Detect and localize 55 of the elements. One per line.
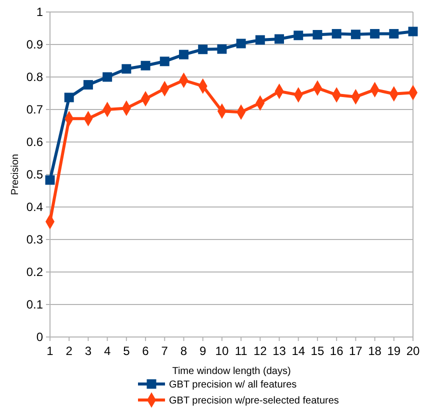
x-tick-label: 11 [234, 344, 248, 358]
x-tick-label: 15 [310, 344, 324, 358]
x-tick-label: 18 [368, 344, 382, 358]
point [312, 30, 322, 40]
y-tick-label: 0.3 [26, 232, 44, 247]
y-tick-label: 0.7 [26, 102, 44, 117]
x-tick-label: 20 [406, 344, 420, 358]
x-tick-label: 2 [66, 344, 73, 358]
legend-label: GBT precision w/pre-selected features [169, 396, 339, 406]
point [45, 175, 55, 185]
point [160, 56, 170, 66]
point [370, 29, 380, 39]
x-tick-label: 10 [215, 344, 229, 358]
y-tick-label: 0.5 [26, 168, 44, 182]
point [350, 30, 360, 40]
point [294, 30, 304, 40]
point [217, 44, 227, 54]
y-tick-label: 1 [36, 5, 44, 20]
x-tick-label: 12 [253, 344, 268, 358]
x-tick-label: 5 [123, 344, 130, 358]
y-tick-label: 0 [36, 330, 44, 344]
y-tick-label: 0.4 [26, 200, 44, 214]
x-tick-label: 7 [161, 344, 168, 358]
y-tick-label: 0.9 [26, 38, 44, 52]
x-axis-title: Time window length (days) [172, 366, 291, 377]
point [332, 29, 342, 39]
x-tick-label: 3 [84, 344, 92, 358]
y-axis-title: Precision [10, 154, 21, 196]
point [236, 38, 246, 48]
x-tick-label: 17 [349, 344, 363, 358]
y-tick-label: 0.6 [26, 135, 44, 150]
x-tick-label: 13 [272, 344, 286, 358]
point [140, 60, 150, 70]
x-tick-label: 8 [180, 344, 188, 358]
x-tick-label: 16 [330, 344, 344, 358]
legend-label: GBT precision w/ all features [169, 380, 297, 390]
x-tick-label: 1 [46, 344, 54, 358]
point [255, 35, 265, 45]
x-tick-label: 14 [292, 344, 306, 358]
point [178, 50, 188, 60]
y-tick-label: 0.2 [26, 265, 44, 280]
x-tick-label: 19 [387, 344, 401, 358]
x-tick-label: 6 [142, 344, 150, 358]
point [64, 92, 74, 102]
y-tick-label: 0.1 [26, 298, 44, 312]
point [389, 29, 399, 39]
point [102, 72, 112, 82]
point [198, 44, 208, 54]
point [274, 34, 284, 44]
point [83, 80, 93, 90]
x-tick-label: 4 [104, 344, 111, 358]
y-tick-label: 0.8 [26, 70, 44, 84]
point [408, 26, 418, 36]
x-tick-label: 9 [200, 344, 206, 358]
point [122, 64, 132, 74]
